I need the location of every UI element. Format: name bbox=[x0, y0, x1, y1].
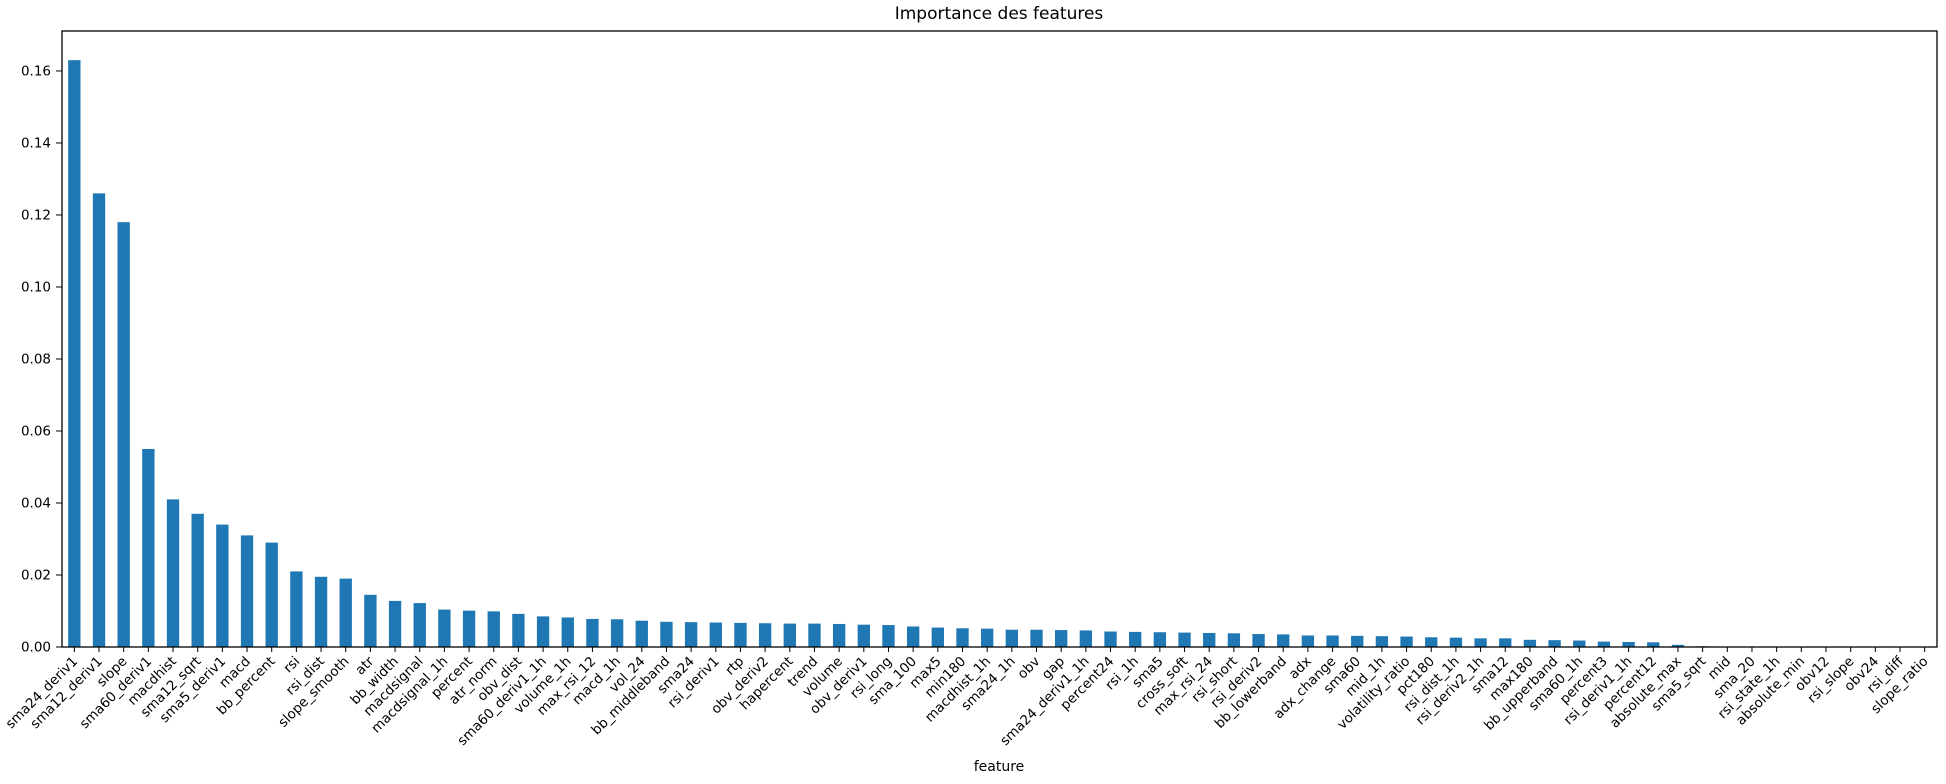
bar bbox=[1079, 630, 1093, 647]
x-tick-label: obv bbox=[1014, 654, 1043, 683]
bar bbox=[906, 626, 920, 647]
bar bbox=[857, 624, 870, 647]
bar bbox=[561, 617, 574, 647]
bar bbox=[388, 600, 402, 647]
y-tick-label: 0.02 bbox=[21, 567, 51, 583]
bar bbox=[660, 621, 673, 647]
bar bbox=[536, 616, 550, 647]
bar bbox=[1400, 636, 1413, 647]
y-tick-label: 0.00 bbox=[21, 640, 51, 656]
y-tick-label: 0.12 bbox=[21, 207, 51, 223]
bar bbox=[1129, 631, 1142, 647]
bar bbox=[981, 628, 994, 647]
bar bbox=[783, 623, 796, 647]
bar bbox=[931, 627, 944, 647]
bar bbox=[684, 622, 698, 647]
bar bbox=[709, 622, 722, 647]
bar bbox=[1597, 641, 1611, 647]
bar bbox=[240, 535, 254, 647]
bar bbox=[1671, 644, 1685, 647]
y-tick-label: 0.04 bbox=[21, 495, 51, 511]
bar bbox=[734, 622, 747, 647]
bar bbox=[1499, 638, 1512, 647]
bar bbox=[1622, 641, 1635, 647]
bar bbox=[808, 623, 821, 647]
bar bbox=[462, 610, 476, 647]
y-tick-label: 0.08 bbox=[21, 351, 51, 367]
bar bbox=[635, 620, 648, 647]
bar bbox=[758, 623, 772, 647]
bar bbox=[216, 524, 229, 647]
bar bbox=[512, 613, 525, 647]
bar bbox=[1326, 635, 1339, 647]
bar bbox=[882, 625, 895, 647]
bar bbox=[265, 542, 278, 647]
bar bbox=[1647, 642, 1660, 647]
bar bbox=[1375, 636, 1389, 647]
bar bbox=[1351, 635, 1364, 647]
bar bbox=[1425, 637, 1438, 647]
bar bbox=[1449, 637, 1463, 647]
y-tick-label: 0.10 bbox=[21, 279, 51, 295]
y-tick-label: 0.14 bbox=[21, 135, 51, 151]
bar bbox=[339, 578, 352, 647]
bar bbox=[1252, 634, 1265, 647]
y-tick-label: 0.16 bbox=[21, 63, 51, 79]
bar bbox=[487, 611, 500, 647]
bar bbox=[364, 594, 377, 647]
bar bbox=[832, 623, 846, 647]
bar bbox=[1203, 632, 1216, 647]
bar bbox=[1301, 635, 1315, 647]
bar bbox=[166, 499, 180, 647]
bar bbox=[290, 571, 303, 647]
bar bbox=[191, 513, 204, 647]
bar bbox=[1178, 632, 1191, 647]
bar bbox=[438, 609, 451, 647]
bar bbox=[1548, 640, 1561, 647]
bar bbox=[117, 222, 130, 648]
bar bbox=[1474, 638, 1487, 647]
bar bbox=[314, 576, 328, 647]
bar bbox=[1055, 630, 1068, 647]
bar bbox=[1005, 629, 1019, 647]
bar bbox=[1523, 639, 1537, 647]
bar bbox=[68, 60, 81, 648]
x-axis-label: feature bbox=[974, 759, 1025, 775]
bar bbox=[1277, 634, 1290, 647]
bar bbox=[413, 603, 426, 647]
bar bbox=[586, 618, 599, 647]
axes-spines bbox=[61, 30, 1938, 648]
bar bbox=[1573, 640, 1586, 647]
chart-title: Importance des features bbox=[895, 4, 1104, 24]
y-tick-label: 0.06 bbox=[21, 423, 51, 439]
bar bbox=[142, 448, 155, 647]
bar bbox=[1227, 633, 1241, 647]
bar bbox=[956, 628, 969, 647]
bar bbox=[1104, 631, 1117, 647]
bar bbox=[1153, 632, 1167, 647]
bar bbox=[610, 619, 624, 647]
plot-area: sma24_deriv1sma12_deriv1slopesma60_deriv… bbox=[3, 30, 1938, 749]
bar bbox=[1030, 629, 1043, 647]
bar bbox=[92, 193, 106, 647]
